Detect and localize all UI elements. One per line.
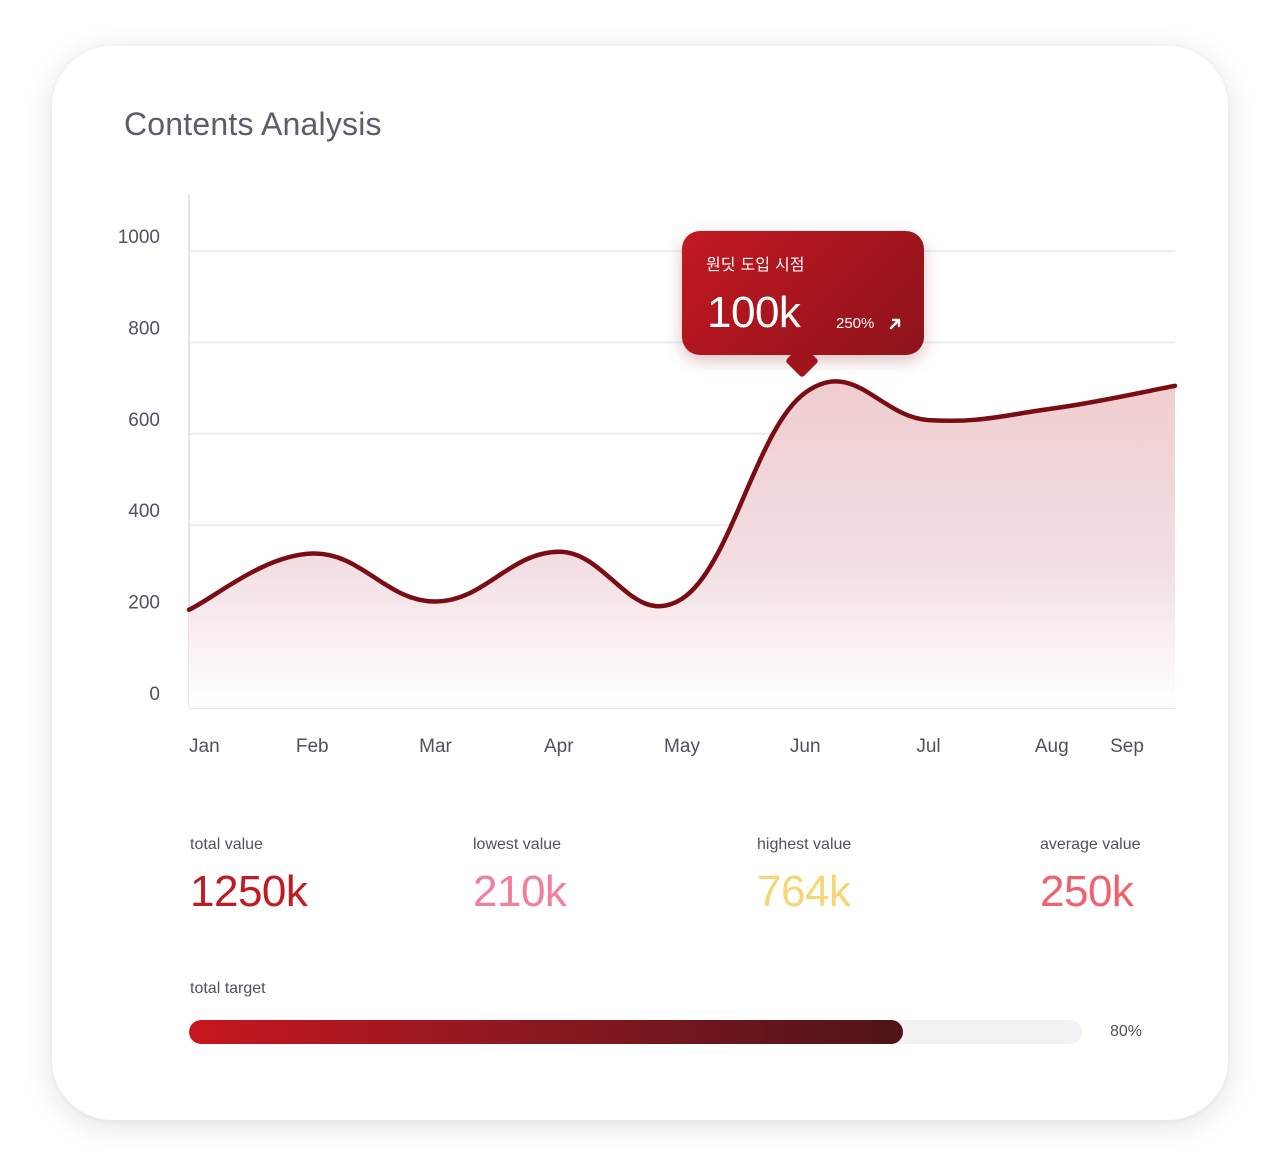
stat-lowest-value: 210k xyxy=(473,867,567,916)
page-title: Contents Analysis xyxy=(124,106,382,142)
x-axis: Jan Feb Mar Apr May Jun Jul Aug Sep xyxy=(189,736,1144,757)
target-progress-fill xyxy=(189,1020,904,1044)
area-series xyxy=(186,379,1178,708)
arrow-up-right-icon xyxy=(889,318,901,330)
y-tick-label: 200 xyxy=(128,593,160,614)
y-tick-label: 400 xyxy=(128,501,160,522)
stat-average-label: average value xyxy=(1040,836,1141,853)
x-tick-label: Sep xyxy=(1110,736,1144,757)
x-tick-label: Jul xyxy=(916,736,940,757)
x-tick-label: Aug xyxy=(1035,736,1069,757)
target-percent: 80% xyxy=(1110,1023,1143,1040)
stat-highest: highest value 764k xyxy=(757,834,851,918)
x-tick-label: Mar xyxy=(419,736,452,757)
stat-average-value: 250k xyxy=(1040,867,1134,916)
series-line xyxy=(186,379,1178,612)
peak-annotation-tooltip: 원딧 도입 시점 100k 250% xyxy=(682,231,924,355)
target-progress-bar xyxy=(189,1020,1082,1044)
stat-total: total value 1250k xyxy=(190,834,308,918)
stat-lowest: lowest value 210k xyxy=(473,834,567,918)
stat-highest-label: highest value xyxy=(757,836,852,853)
stat-total-value: 1250k xyxy=(190,867,308,916)
annotation-label: 원딧 도입 시점 xyxy=(706,255,805,274)
x-tick-label: Feb xyxy=(296,736,329,757)
stat-total-label: total value xyxy=(190,836,263,853)
x-tick-label: Jan xyxy=(189,736,220,757)
stat-lowest-label: lowest value xyxy=(473,836,562,853)
target-label: total target xyxy=(190,980,266,997)
y-tick-label: 0 xyxy=(149,684,160,705)
annotation-change: 250% xyxy=(836,315,875,332)
annotation-value: 100k xyxy=(707,288,801,337)
x-tick-label: May xyxy=(664,736,700,757)
y-tick-label: 800 xyxy=(128,318,160,339)
y-tick-label: 600 xyxy=(128,410,160,431)
area-chart: 0 200 400 600 800 1000 Jan Feb Mar Apr May Jun Jul A… xyxy=(118,195,1178,757)
area-fill xyxy=(189,381,1175,708)
x-tick-label: Jun xyxy=(790,736,821,757)
y-tick-label: 1000 xyxy=(118,227,160,248)
x-tick-label: Apr xyxy=(544,736,574,757)
stat-highest-value: 764k xyxy=(757,867,851,916)
stat-average: average value 250k xyxy=(1040,834,1141,918)
